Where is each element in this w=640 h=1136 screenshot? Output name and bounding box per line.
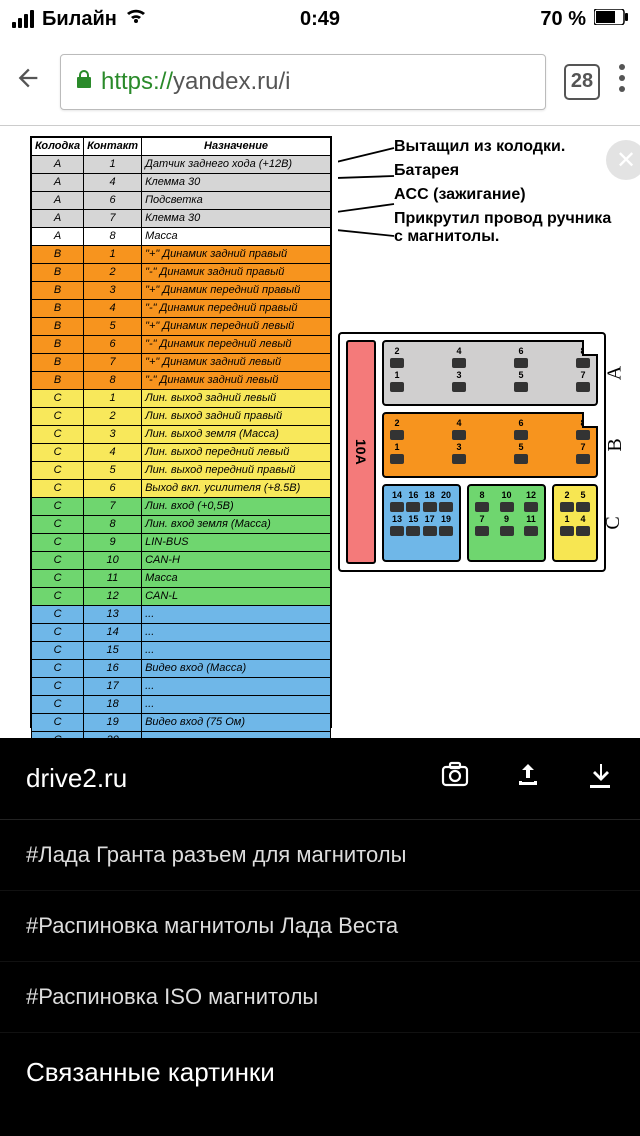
table-row: C10CAN-H — [32, 552, 331, 570]
label-1: Вытащил из колодки. — [394, 138, 622, 156]
table-row: C2Лин. выход задний правый — [32, 408, 331, 426]
block-c-green: 810127911 — [467, 484, 546, 562]
share-icon[interactable] — [514, 761, 542, 796]
url-scheme: https:// — [101, 68, 173, 96]
footer-panel: drive2.ru Лада Гранта разъем для магнито… — [0, 738, 640, 1136]
battery-pct: 70 % — [540, 8, 586, 31]
th-contact: Контакт — [84, 138, 142, 156]
label-2: Батарея — [394, 162, 622, 180]
search-image-icon[interactable] — [440, 761, 470, 796]
label-3: ACC (зажигание) — [394, 186, 622, 204]
carrier-label: Билайн — [42, 8, 117, 31]
clock: 0:49 — [300, 8, 340, 31]
table-row: B1"+" Динамик задний правый — [32, 246, 331, 264]
tag-1[interactable]: Лада Гранта разъем для магнитолы — [0, 820, 640, 891]
table-row: B7"+" Динамик задний левый — [32, 354, 331, 372]
table-row: C14... — [32, 624, 331, 642]
signal-icon — [12, 10, 34, 28]
table-row: C16Видео вход (Масса) — [32, 660, 331, 678]
th-connector: Колодка — [32, 138, 84, 156]
table-row: C8Лин. вход земля (Масса) — [32, 516, 331, 534]
tag-2[interactable]: Распиновка магнитолы Лада Веста — [0, 891, 640, 962]
table-row: C5Лин. выход передний правый — [32, 462, 331, 480]
block-b: 2468 1357 B — [382, 412, 598, 478]
back-button[interactable] — [14, 62, 42, 101]
block-c-blue: 1416182013151719 — [382, 484, 461, 562]
table-row: C1Лин. выход задний левый — [32, 390, 331, 408]
url-bar[interactable]: https:// yandex.ru/i — [60, 54, 546, 110]
wifi-icon — [125, 7, 147, 31]
site-label[interactable]: drive2.ru — [26, 763, 127, 794]
table-row: B2"-" Динамик задний правый — [32, 264, 331, 282]
download-icon[interactable] — [586, 761, 614, 796]
battery-icon — [594, 8, 628, 31]
tag-3[interactable]: Распиновка ISO магнитолы — [0, 962, 640, 1033]
table-row: A6Подсветка — [32, 192, 331, 210]
label-list: Вытащил из колодки. Батарея ACC (зажиган… — [338, 138, 622, 247]
table-row: C7Лин. вход (+0,5В) — [32, 498, 331, 516]
lock-icon — [75, 69, 93, 95]
table-row: B5"+" Динамик передний левый — [32, 318, 331, 336]
browser-toolbar: https:// yandex.ru/i 28 — [0, 38, 640, 126]
table-row: C17... — [32, 678, 331, 696]
table-row: C9LIN-BUS — [32, 534, 331, 552]
table-row: C4Лин. выход передний левый — [32, 444, 331, 462]
block-a: 2468 1357 A — [382, 340, 598, 406]
table-row: C13... — [32, 606, 331, 624]
block-c-yellow: 2514 C — [552, 484, 598, 562]
th-purpose: Назначение — [142, 138, 331, 156]
table-row: C3Лин. выход земля (Масса) — [32, 426, 331, 444]
table-row: A8Масса — [32, 228, 331, 246]
connector-diagram: 10A 2468 1357 A 2468 1357 B — [338, 332, 606, 572]
table-row: B8"-" Динамик задний левый — [32, 372, 331, 390]
table-row: A4Клемма 30 — [32, 174, 331, 192]
table-row: B6"-" Динамик передний левый — [32, 336, 331, 354]
pinout-table: Колодка Контакт Назначение A1Датчик задн… — [30, 136, 332, 728]
table-row: A1Датчик заднего хода (+12В) — [32, 156, 331, 174]
tab-count-button[interactable]: 28 — [564, 64, 600, 100]
table-row: C15... — [32, 642, 331, 660]
table-row: C19Видео вход (75 Ом) — [32, 714, 331, 732]
fuse-label: 10A — [346, 340, 376, 564]
image-viewer[interactable]: ✕ Колодка Контакт Назначение A1Датчик за… — [0, 126, 640, 738]
table-row: C11Масса — [32, 570, 331, 588]
table-row: B4"-" Динамик передний правый — [32, 300, 331, 318]
url-host: yandex.ru/i — [173, 68, 290, 96]
label-4: Прикрутил провод ручника с магнитолы. — [394, 210, 622, 247]
related-heading: Связанные картинки — [0, 1033, 640, 1088]
table-row: B3"+" Динамик передний правый — [32, 282, 331, 300]
status-bar: Билайн 0:49 70 % — [0, 0, 640, 38]
table-row: C18... — [32, 696, 331, 714]
more-menu-button[interactable] — [618, 63, 626, 101]
table-row: C12CAN-L — [32, 588, 331, 606]
table-row: A7Клемма 30 — [32, 210, 331, 228]
table-row: C6Выход вкл. усилителя (+8.5В) — [32, 480, 331, 498]
